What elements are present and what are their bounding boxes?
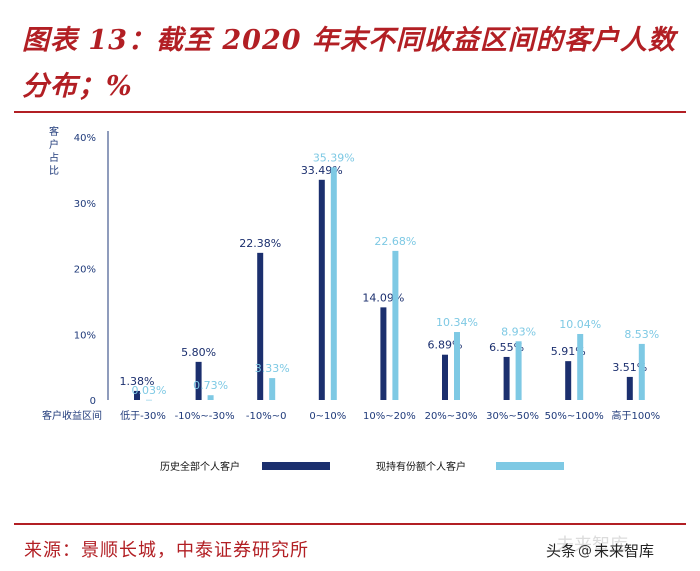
bar (577, 333, 584, 400)
data-label: 6.89% (428, 339, 463, 352)
legend-label: 历史全部个人客户 (160, 460, 240, 473)
bar (626, 376, 633, 400)
data-label: 1.38% (120, 375, 155, 388)
bar (442, 354, 448, 400)
x-tick-label: 10%~20% (363, 411, 416, 422)
bar (318, 179, 325, 400)
bar (269, 378, 276, 400)
x-tick-label: 30%~50% (486, 411, 539, 422)
credit: 头条 @ 未来智库 (546, 540, 654, 561)
y-tick-label: 40% (74, 133, 96, 144)
legend-swatch (262, 462, 330, 470)
data-label: 8.93% (501, 325, 536, 338)
data-label: 3.33% (255, 362, 290, 375)
watermark: 未来智库 (556, 535, 628, 556)
chart-title: 图表 13：截至 2020 年末不同收益区间的客户人数分布；% (22, 25, 676, 102)
data-label: 6.55% (489, 341, 524, 354)
data-label: 10.34% (436, 316, 478, 329)
title-divider (14, 111, 686, 113)
bar (146, 399, 152, 401)
data-label: 35.39% (313, 151, 355, 164)
y-axis-label: 客户占比 (49, 125, 59, 177)
y-tick-label: 30% (74, 199, 96, 210)
data-label: 0.73% (193, 379, 228, 392)
y-tick-label: 20% (74, 265, 96, 276)
bar (380, 307, 387, 400)
bar (503, 356, 510, 400)
at-icon: @ (578, 542, 593, 559)
y-tick-label: 0 (90, 396, 96, 407)
data-label: 22.68% (374, 235, 416, 248)
bar (207, 395, 214, 400)
footer-divider (14, 523, 686, 525)
data-label: 8.53% (624, 328, 659, 341)
bar (257, 252, 264, 400)
bar (454, 332, 460, 400)
x-tick-label: 0~10% (309, 411, 346, 422)
data-label: 0.03% (132, 384, 167, 397)
source-note: 来源：景顺长城，中泰证券研究所 (24, 540, 309, 561)
data-label: 5.80% (181, 346, 216, 359)
x-tick-label: 高于100% (612, 409, 661, 422)
legend-label: 现持有份额个人客户 (376, 460, 466, 473)
bar (330, 167, 337, 400)
x-tick-label: 20%~30% (425, 411, 478, 422)
data-label: 5.91% (551, 345, 586, 358)
x-axis-label: 客户收益区间 (42, 409, 102, 422)
x-tick-label: -10%~0 (246, 411, 287, 422)
x-tick-label: -10%~-30% (175, 411, 235, 422)
legend-swatch (496, 462, 564, 470)
credit-name: 未来智库 (594, 542, 655, 560)
bar (565, 361, 572, 400)
data-label: 3.51% (612, 361, 647, 374)
bar (515, 341, 522, 400)
data-label: 10.04% (559, 318, 601, 331)
credit-prefix: 头条 (546, 542, 577, 560)
data-label: 22.38% (239, 237, 281, 250)
x-tick-label: 50%~100% (545, 411, 604, 422)
bar-chart: 客户占比 0 10% 20% 30% 40% 客户收益区间 低于-30% 1.38%0.03% -… (42, 125, 661, 473)
y-tick-label: 10% (74, 330, 96, 341)
bar (392, 250, 399, 400)
bar (134, 390, 140, 400)
x-tick-label: 低于-30% (120, 409, 166, 422)
bar (195, 361, 202, 400)
bar (638, 343, 645, 400)
